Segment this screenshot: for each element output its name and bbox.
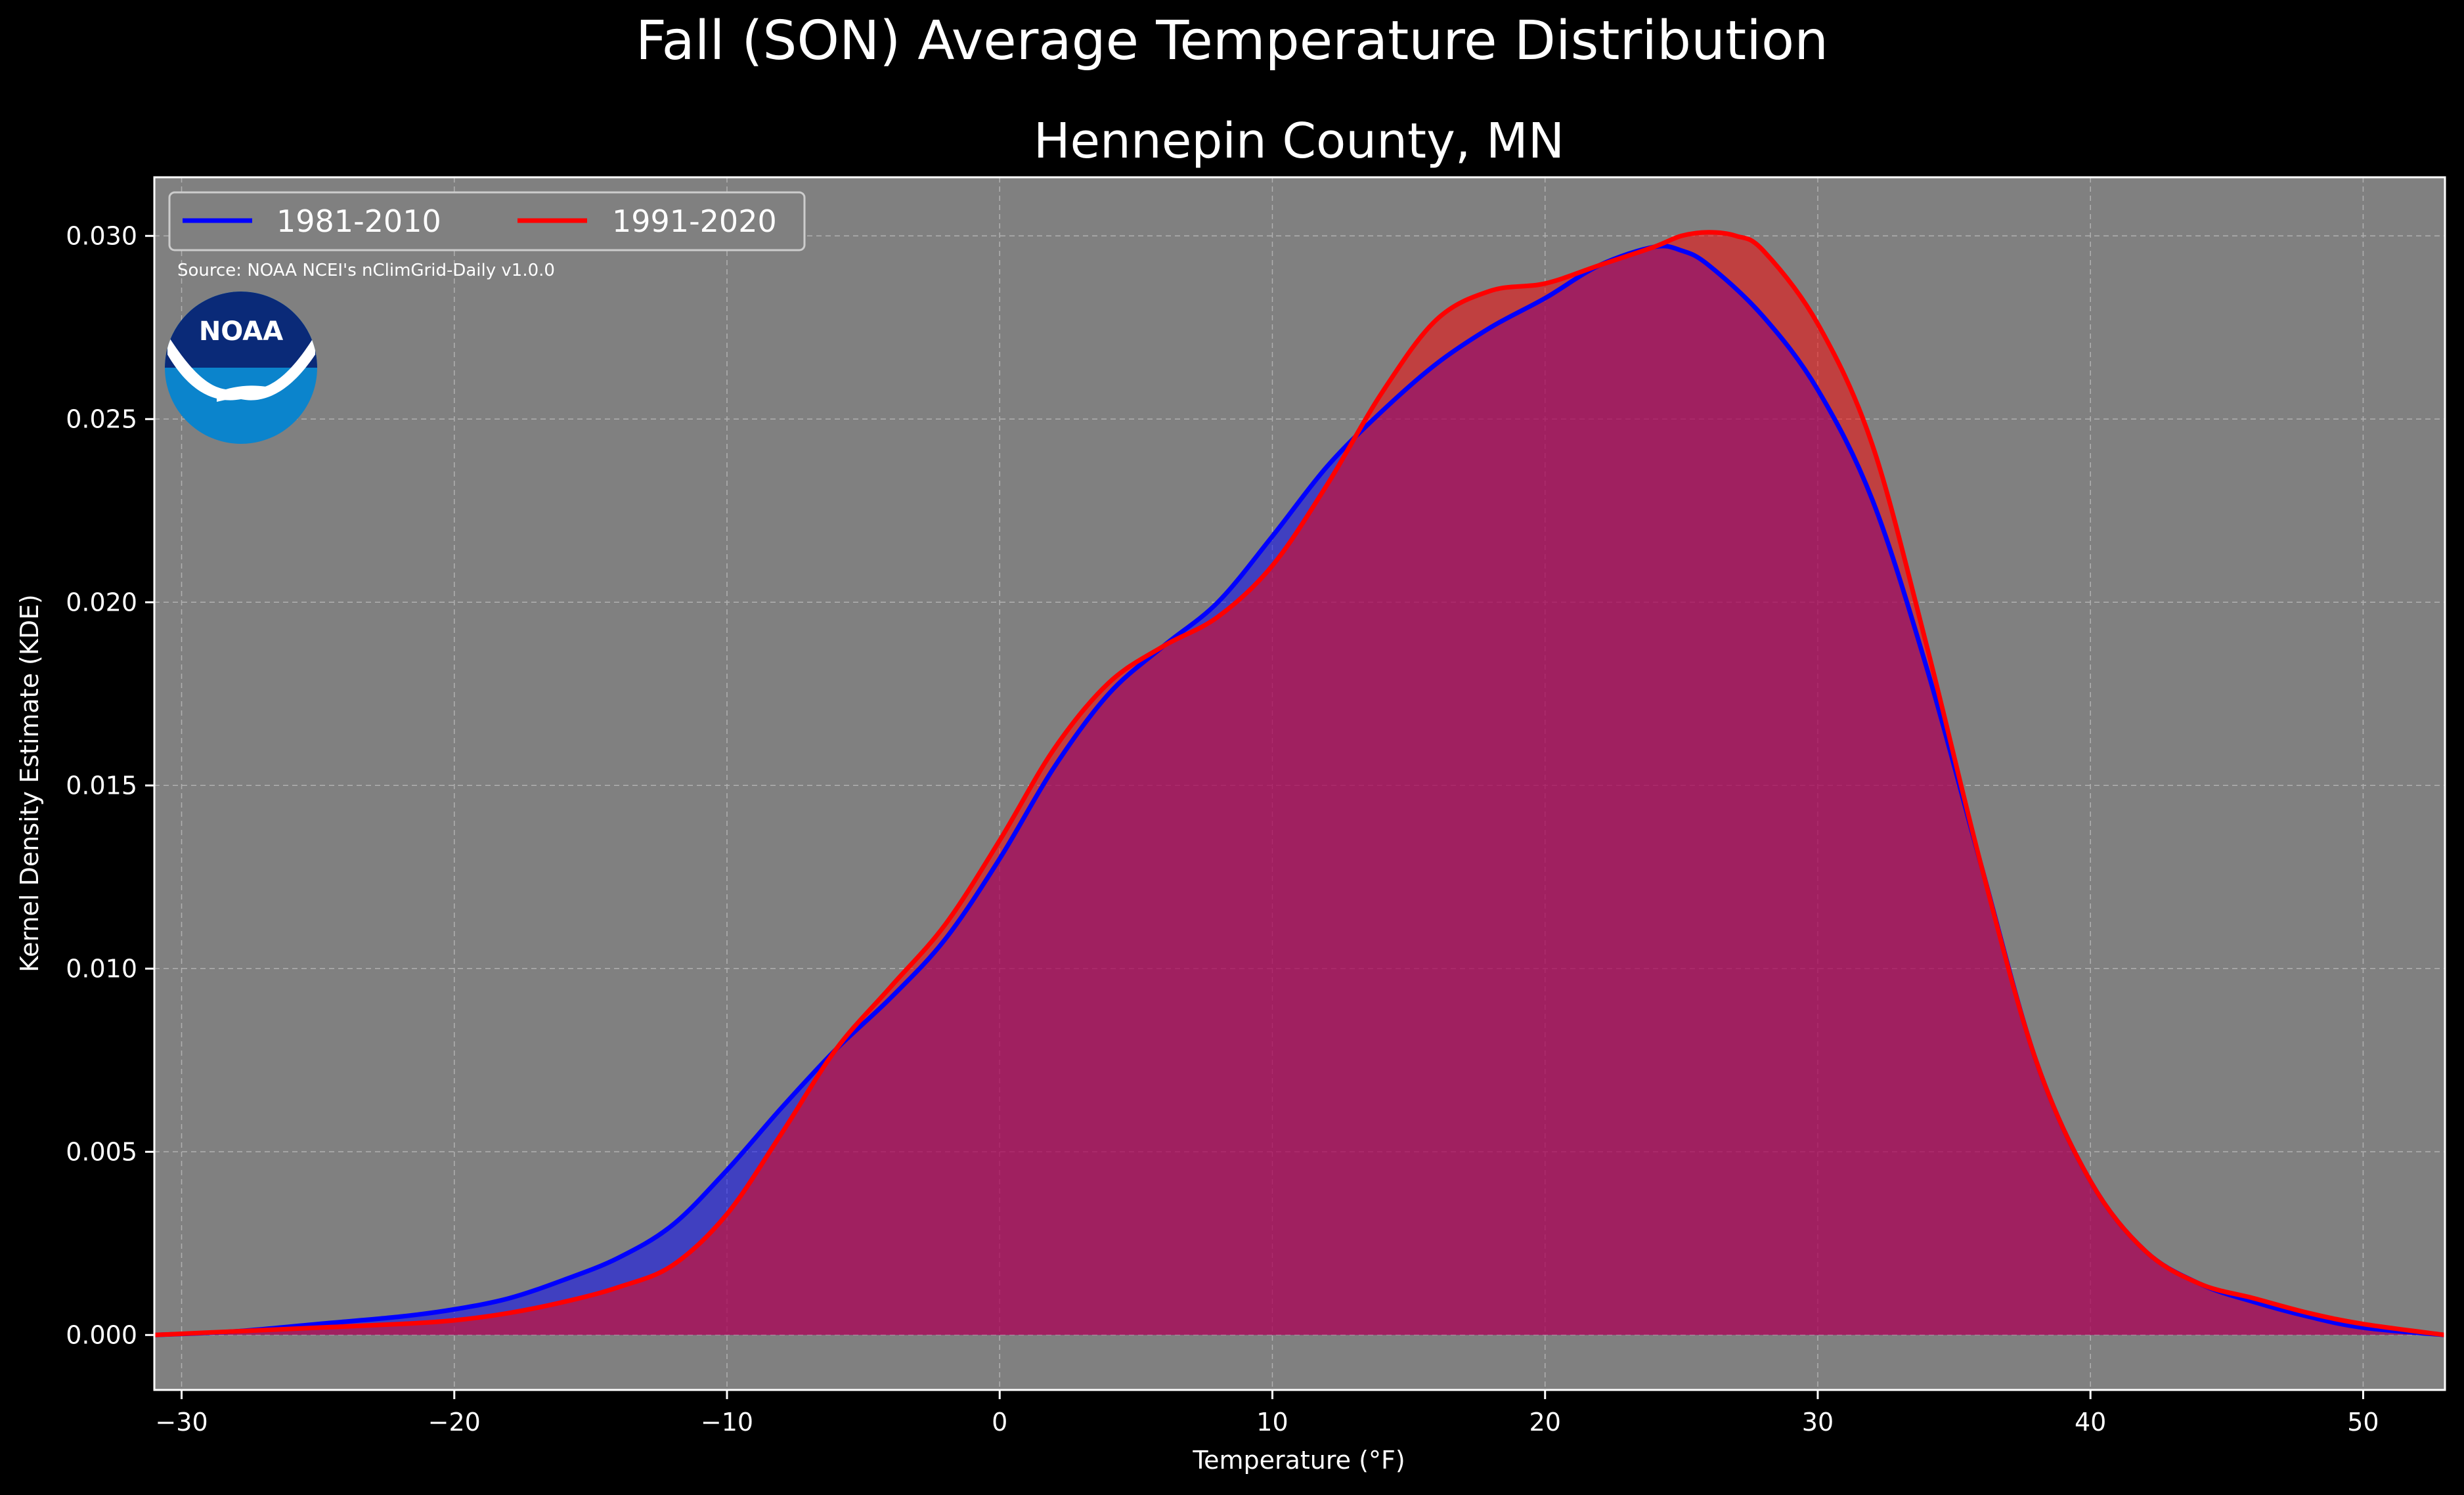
density-areas	[154, 232, 2445, 1335]
noaa-logo: NOAA	[165, 292, 317, 444]
legend-label-1981-2010: 1981-2010	[276, 204, 441, 239]
x-tick-label: 30	[1802, 1408, 1834, 1437]
figure-suptitle: Fall (SON) Average Temperature Distribut…	[636, 10, 1828, 72]
legend-box	[168, 191, 806, 251]
legend: 1981-2010 1991-2020	[168, 191, 806, 251]
y-axis-ticks: 0.000 0.005 0.010 0.015 0.020 0.025 0.030	[66, 221, 154, 1349]
y-axis-label: Kernel Density Estimate (KDE)	[15, 594, 44, 972]
source-note: Source: NOAA NCEI's nClimGrid-Daily v1.0…	[177, 261, 555, 280]
y-tick-label: 0.005	[66, 1137, 137, 1166]
x-tick-label: 40	[2075, 1408, 2106, 1437]
area-1991-2020	[154, 232, 2445, 1335]
x-tick-label: −20	[428, 1408, 481, 1437]
x-tick-label: −10	[701, 1408, 753, 1437]
noaa-logo-text: NOAA	[199, 316, 283, 347]
legend-label-1991-2020: 1991-2020	[612, 204, 777, 239]
y-tick-label: 0.000	[66, 1320, 137, 1349]
y-tick-label: 0.025	[66, 404, 137, 433]
x-axis-ticks: −30 −20 −10 0 10 20 30 40 50	[155, 1390, 2379, 1437]
y-tick-label: 0.010	[66, 954, 137, 983]
density-lines	[154, 230, 2445, 1337]
plot-frame	[153, 176, 2446, 1391]
chart-title: Hennepin County, MN	[1034, 113, 1564, 169]
y-tick-label: 0.015	[66, 771, 137, 800]
x-tick-label: 20	[1529, 1408, 1561, 1437]
x-axis-label: Temperature (°F)	[1192, 1446, 1405, 1475]
line-1991-2020	[154, 230, 2445, 1337]
x-tick-label: 10	[1256, 1408, 1288, 1437]
x-tick-label: 50	[2347, 1408, 2379, 1437]
y-tick-label: 0.020	[66, 588, 137, 617]
x-tick-label: 0	[992, 1408, 1007, 1437]
y-tick-label: 0.030	[66, 221, 137, 250]
x-tick-label: −30	[155, 1408, 208, 1437]
